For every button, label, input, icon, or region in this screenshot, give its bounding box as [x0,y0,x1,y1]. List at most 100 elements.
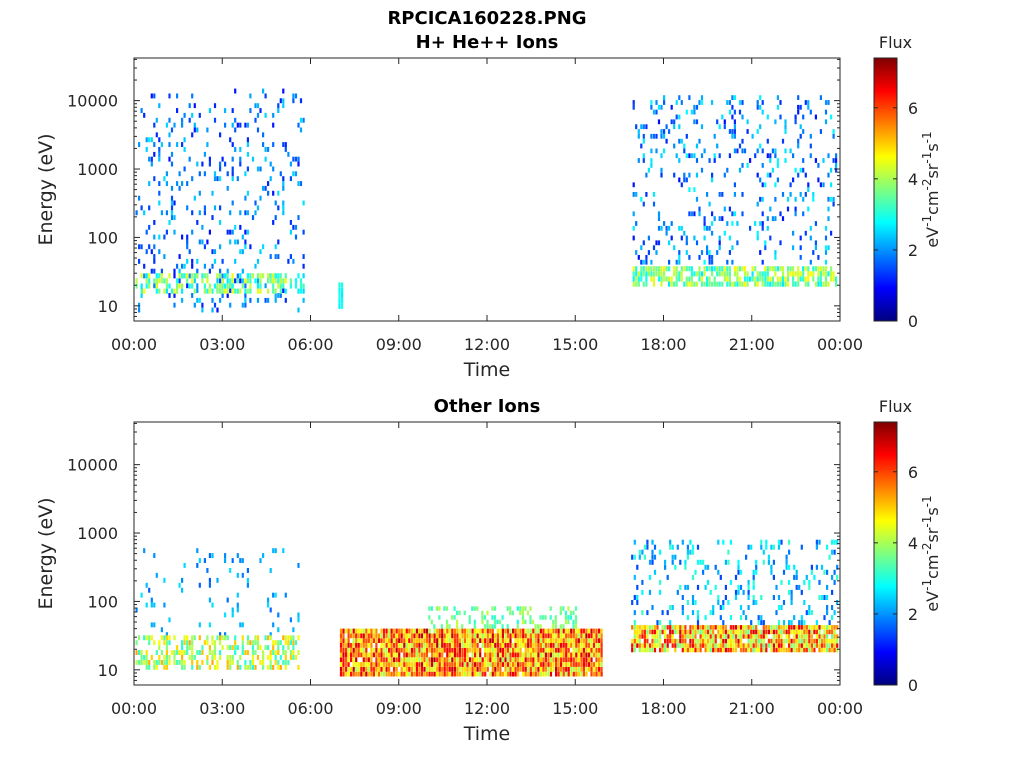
data-cell [544,628,547,634]
data-cell [408,633,411,639]
data-cell [178,254,181,259]
data-cell [718,235,721,241]
data-cell [695,196,699,202]
data-cell [173,655,176,660]
data-cell [795,634,798,639]
data-cell [135,278,138,284]
data-cell [466,628,469,634]
data-cell [231,200,234,206]
data-cell [724,584,727,590]
data-cell [267,288,270,294]
data-cell [241,640,244,646]
data-cell [777,595,781,600]
data-cell [640,271,643,277]
data-cell [474,638,477,643]
data-cell [819,266,822,272]
data-cell [441,671,444,677]
data-cell [661,625,664,630]
data-cell [524,638,527,643]
data-cell [812,196,815,202]
data-cell [635,271,638,277]
data-cell [785,625,788,630]
data-cell [213,258,217,264]
data-cell [779,276,782,282]
data-cell [833,638,836,644]
data-cell [203,288,206,294]
data-cell [158,156,161,162]
data-cell [802,196,805,202]
data-cell [766,281,769,287]
data-cell [213,117,217,123]
data-cell [830,182,833,188]
data-cell [827,281,830,287]
data-cell [229,137,232,143]
data-cell [274,215,277,220]
data-cell [575,643,578,648]
data-cell [666,647,669,653]
y-tick-label: 10 [98,297,118,316]
data-cell [262,273,265,279]
data-cell [549,666,553,672]
data-cell [769,153,772,159]
data-cell [743,266,747,272]
data-cell [198,622,201,628]
data-cell [191,664,194,670]
data-cell [772,647,775,653]
data-cell [792,266,795,272]
data-cell [140,273,143,279]
data-cell [542,652,545,658]
data-cell [433,666,436,672]
data-cell [499,671,502,677]
data-cell [213,302,217,308]
data-cell [633,638,636,644]
data-cell [585,662,588,667]
data-cell [688,153,691,159]
data-cell [800,629,803,635]
data-cell [499,643,502,648]
data-cell [659,579,662,585]
data-cell [749,158,752,163]
data-cell [759,177,762,183]
data-cell [224,283,227,289]
data-cell [274,278,277,284]
data-cell [284,297,287,303]
data-cell [689,625,692,630]
data-cell [236,278,239,284]
data-cell [282,278,285,284]
data-cell [267,602,270,608]
data-cell [345,657,348,663]
data-cell [824,276,828,282]
data-cell [499,633,502,639]
data-cell [489,671,492,677]
data-cell [287,635,290,641]
data-cell [219,161,222,167]
data-cell [635,276,638,282]
data-cell [569,610,572,616]
data-cell [216,288,219,294]
data-cell [776,276,779,282]
data-cell [259,249,262,255]
data-cell [544,671,547,677]
data-cell [246,635,249,641]
data-cell [831,605,834,610]
data-cell [792,177,795,183]
data-cell [163,254,166,259]
data-cell [380,633,383,639]
data-cell [534,628,537,634]
data-cell [496,619,499,625]
data-cell [456,610,459,616]
data-cell [191,176,194,182]
data-cell [400,666,403,672]
data-cell [443,666,446,672]
data-cell [183,263,186,269]
data-cell [370,662,373,667]
data-cell [799,192,802,197]
data-cell [774,182,777,188]
data-cell [760,620,763,626]
data-cell [254,650,257,655]
data-cell [542,643,545,648]
data-cell [246,122,249,128]
data-cell [781,281,785,287]
data-cell [140,244,143,250]
data-cell [831,539,834,545]
